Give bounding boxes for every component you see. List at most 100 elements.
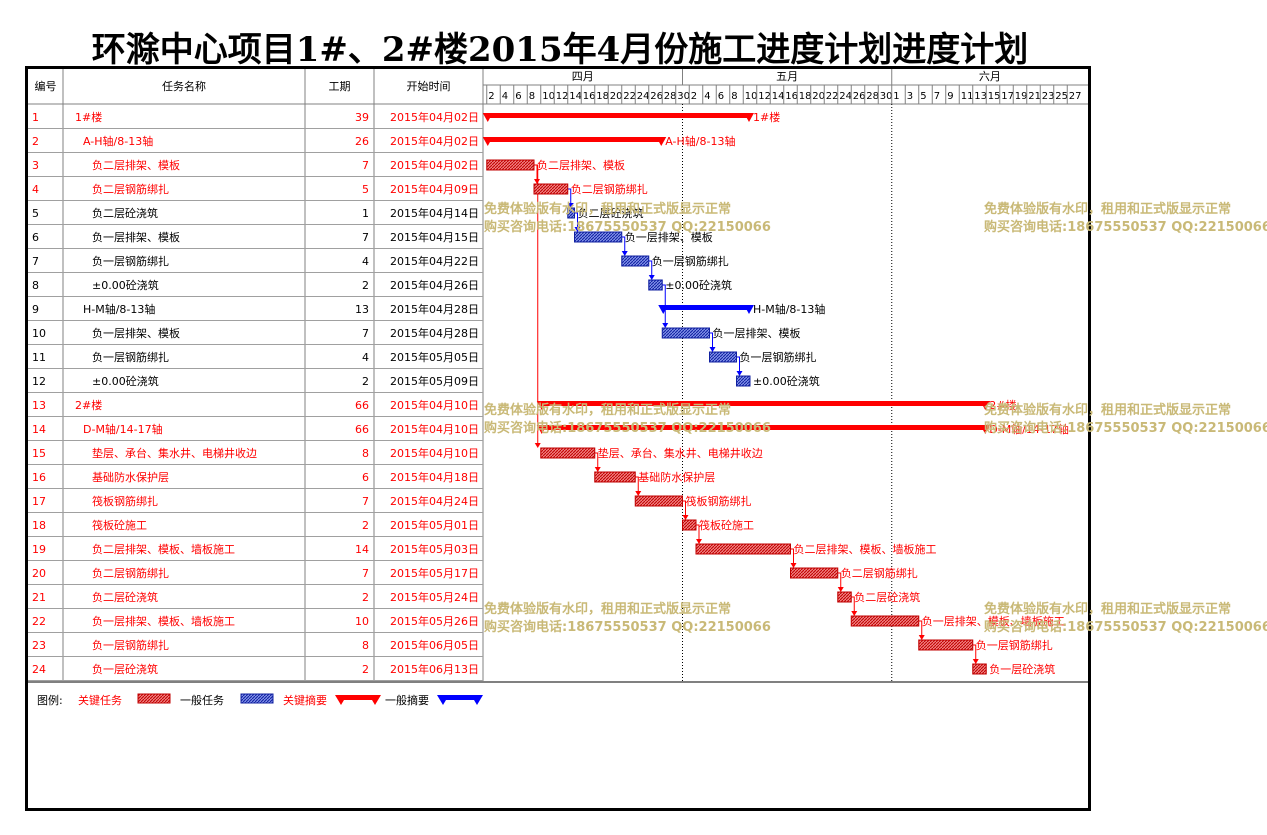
row-id: 20 — [32, 567, 46, 580]
day-tick-label: 28 — [866, 91, 879, 102]
bar-label: 2#楼 — [989, 398, 1016, 412]
row-task-name: 负一层排架、模板 — [92, 230, 180, 244]
day-tick-label: 16 — [583, 91, 596, 102]
summary-end-cap — [744, 113, 754, 122]
day-tick-label: 14 — [569, 91, 582, 102]
row-duration: 1 — [362, 207, 369, 220]
dependency-arrowhead — [534, 443, 541, 448]
row-start-date: 2015年04月14日 — [390, 206, 479, 220]
dependency-link — [635, 476, 639, 491]
day-tick-label: 22 — [623, 91, 636, 102]
dependency-arrowhead — [567, 203, 574, 208]
row-start-date: 2015年04月28日 — [390, 326, 479, 340]
summary-start-cap — [658, 305, 669, 314]
row-start-date: 2015年04月10日 — [390, 398, 479, 412]
dependency-arrowhead — [709, 347, 716, 352]
dependency-link — [918, 620, 923, 635]
day-tick-label: 6 — [718, 91, 724, 102]
bar-label: 筏板钢筋绑扎 — [686, 494, 752, 508]
day-tick-label: 30 — [677, 91, 690, 102]
row-id: 16 — [32, 471, 46, 484]
task-bar — [648, 279, 663, 291]
row-duration: 8 — [362, 639, 369, 652]
dependency-arrowhead — [534, 179, 540, 184]
legend-label: 关键摘要 — [283, 693, 327, 707]
task-bar — [594, 471, 636, 483]
day-tick-label: 20 — [812, 91, 825, 102]
summary-start-cap — [536, 425, 547, 434]
month-label: 四月 — [572, 70, 594, 83]
day-tick-label: 30 — [880, 91, 893, 102]
row-duration: 2 — [362, 279, 369, 292]
task-bar — [634, 495, 683, 507]
row-duration: 4 — [362, 255, 369, 268]
day-tick-label: 14 — [772, 91, 785, 102]
row-id: 9 — [32, 303, 39, 316]
dependency-arrowhead — [837, 587, 844, 592]
task-bar — [790, 567, 839, 579]
day-tick-label: 10 — [542, 91, 555, 102]
day-tick-label: 19 — [1015, 91, 1028, 102]
row-id: 4 — [32, 183, 39, 196]
row-start-date: 2015年04月02日 — [390, 110, 479, 124]
day-tick-label: 24 — [637, 91, 650, 102]
row-id: 3 — [32, 159, 39, 172]
bar-label: 负一层排架、模板、墙板施工 — [922, 614, 1065, 628]
row-duration: 14 — [355, 543, 369, 556]
row-duration: 13 — [355, 303, 369, 316]
dependency-arrowhead — [682, 515, 689, 520]
bar-label: 负二层砼浇筑 — [854, 590, 920, 604]
row-task-name: 筏板砼施工 — [92, 518, 147, 532]
dependency-arrowhead — [972, 659, 979, 664]
row-duration: 10 — [355, 615, 369, 628]
day-tick-label: 9 — [947, 91, 953, 102]
legend-label: 一般摘要 — [385, 693, 429, 707]
row-duration: 39 — [355, 111, 369, 124]
day-tick-label: 26 — [853, 91, 866, 102]
row-task-name: D-M轴/14-17轴 — [83, 422, 163, 436]
day-tick-label: 11 — [961, 91, 974, 102]
row-start-date: 2015年04月28日 — [390, 302, 479, 316]
row-start-date: 2015年05月03日 — [390, 542, 479, 556]
watermark-line1: 免费体验版有水印，租用和正式版显示正常 — [484, 601, 731, 617]
task-bar — [567, 207, 575, 219]
day-tick-label: 16 — [785, 91, 798, 102]
bar-label: A-H轴/8-13轴 — [665, 134, 735, 148]
row-task-name: ±0.00砼浇筑 — [92, 374, 159, 388]
dependency-arrowhead — [696, 539, 702, 544]
legend-summary-swatch — [338, 695, 378, 700]
task-bar — [709, 351, 737, 363]
row-duration: 5 — [362, 183, 369, 196]
watermark-line1: 免费体验版有水印，租用和正式版显示正常 — [484, 402, 731, 418]
row-duration: 7 — [362, 159, 369, 172]
bar-label: 负二层钢筋绑扎 — [841, 566, 918, 580]
dependency-arrowhead — [648, 275, 655, 280]
row-id: 10 — [32, 327, 46, 340]
bar-label: D-M轴/14-17轴 — [989, 422, 1069, 436]
legend-prefix: 图例: — [37, 693, 63, 707]
row-task-name: 垫层、承台、集水井、电梯井收边 — [92, 446, 257, 460]
task-bar — [695, 543, 791, 555]
bar-label: 负一层钢筋绑扎 — [976, 638, 1053, 652]
row-id: 21 — [32, 591, 46, 604]
day-tick-label: 3 — [907, 91, 913, 102]
row-task-name: ±0.00砼浇筑 — [92, 278, 159, 292]
row-start-date: 2015年05月01日 — [390, 518, 479, 532]
dependency-arrowhead — [736, 371, 743, 376]
row-duration: 8 — [362, 447, 369, 460]
summary-start-cap — [482, 113, 493, 122]
row-id: 1 — [32, 111, 39, 124]
legend-summary-cap — [437, 695, 449, 705]
task-bar — [486, 159, 535, 171]
row-task-name: 负一层钢筋绑扎 — [92, 350, 169, 364]
bar-label: ±0.00砼浇筑 — [753, 374, 820, 388]
row-task-name: 负一层排架、模板、墙板施工 — [92, 614, 235, 628]
day-tick-label: 7 — [934, 91, 940, 102]
row-duration: 7 — [362, 327, 369, 340]
legend-label: 关键任务 — [78, 693, 122, 707]
dependency-arrowhead — [574, 227, 581, 232]
column-header-duration: 工期 — [329, 80, 351, 93]
dependency-link — [709, 332, 713, 347]
day-tick-label: 27 — [1069, 91, 1082, 102]
row-task-name: 负一层钢筋绑扎 — [92, 638, 169, 652]
